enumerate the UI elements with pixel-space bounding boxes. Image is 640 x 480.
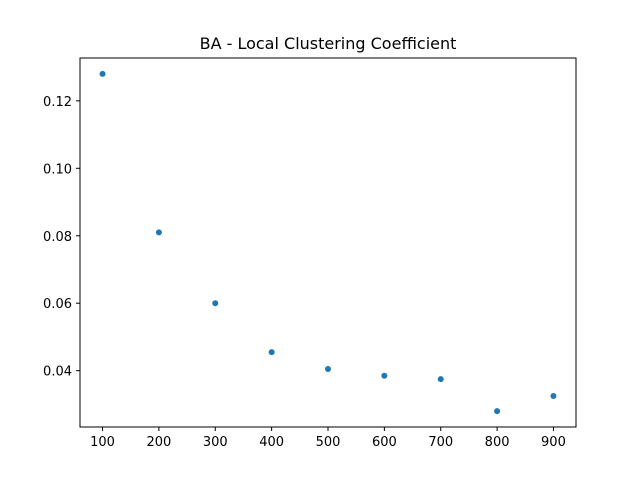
x-tick-label: 900 xyxy=(541,435,566,450)
y-tick-label: 0.04 xyxy=(43,365,72,380)
x-tick-label: 700 xyxy=(428,435,453,450)
x-tick-label: 800 xyxy=(485,435,510,450)
x-tick-label: 300 xyxy=(203,435,228,450)
y-tick-label: 0.08 xyxy=(43,230,72,245)
data-point xyxy=(212,300,219,307)
chart-title: BA - Local Clustering Coefficient xyxy=(200,34,457,53)
data-points xyxy=(99,70,557,415)
x-axis-ticks: 100 200 300 400 500 600 700 800 900 xyxy=(90,427,566,450)
y-tick-label: 0.12 xyxy=(43,95,72,110)
data-point xyxy=(155,229,162,236)
data-point xyxy=(381,372,388,379)
y-tick-label: 0.06 xyxy=(43,297,72,312)
data-point xyxy=(437,376,444,383)
x-tick-label: 500 xyxy=(316,435,341,450)
x-tick-label: 100 xyxy=(90,435,115,450)
data-point xyxy=(325,365,331,372)
x-tick-label: 400 xyxy=(259,435,284,450)
plot-frame xyxy=(79,57,577,428)
data-point xyxy=(550,392,557,399)
y-tick-label: 0.10 xyxy=(43,162,72,177)
data-point xyxy=(494,408,501,415)
y-axis-ticks: 0.04 0.06 0.08 0.10 0.12 xyxy=(43,95,80,380)
data-point xyxy=(268,349,275,356)
x-tick-label: 200 xyxy=(146,435,171,450)
data-point xyxy=(99,70,106,77)
x-tick-label: 600 xyxy=(372,435,397,450)
